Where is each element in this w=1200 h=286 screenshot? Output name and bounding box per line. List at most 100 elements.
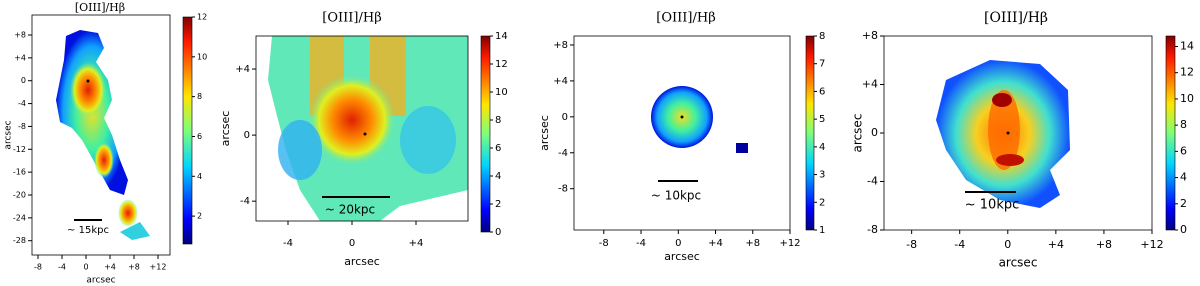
x-tick-label: -8 xyxy=(906,238,917,251)
y-tick-label: 0 xyxy=(871,126,878,139)
y-tick-label: +4 xyxy=(553,76,568,87)
colorbar-tick-label: 6 xyxy=(1180,144,1187,157)
x-tick-label: -4 xyxy=(283,238,293,249)
colorbar-tick-label: 0 xyxy=(495,227,501,238)
y-tick-label: +8 xyxy=(14,31,26,40)
y-tick-label: +8 xyxy=(553,40,568,51)
colorbar-tick-label: 10 xyxy=(197,52,207,61)
x-axis-label: arcsec xyxy=(999,256,1038,270)
y-tick-label: -8 xyxy=(867,223,878,236)
colorbar-tick-label: 0 xyxy=(1180,223,1187,236)
y-axis-label: arcsec xyxy=(538,115,551,151)
y-axis-label: arcsec xyxy=(219,111,232,147)
plot-frame xyxy=(573,35,791,231)
x-axis-label: arcsec xyxy=(344,255,380,268)
y-tick-label: -28 xyxy=(13,236,26,245)
plot-frame xyxy=(255,35,469,222)
colorbar xyxy=(805,35,815,231)
y-tick-label: -16 xyxy=(13,168,26,177)
chart-title: [OIII]/Hβ xyxy=(984,10,1048,26)
map-image xyxy=(936,60,1070,208)
x-tick-label: +4 xyxy=(708,238,723,249)
colorbar-tick-label: 6 xyxy=(495,143,501,154)
y-tick-label: -4 xyxy=(558,148,568,159)
chart-title: [OIII]/Hβ xyxy=(75,1,125,14)
x-axis-label: arcsec xyxy=(86,276,115,286)
colorbar-tick-label: 12 xyxy=(495,59,508,70)
colorbar-tick-label: 2 xyxy=(197,212,202,221)
x-tick-label: +8 xyxy=(1096,238,1112,251)
colorbar-tick-label: 2 xyxy=(819,197,825,208)
x-tick-label: -8 xyxy=(599,238,609,249)
colorbar-tick-label: 10 xyxy=(495,87,508,98)
colorbar-tick-label: 14 xyxy=(495,31,508,42)
plot-frame xyxy=(31,14,171,256)
y-tick-label: -20 xyxy=(13,191,26,200)
y-tick-label: -4 xyxy=(18,99,26,108)
x-tick-label: -4 xyxy=(58,263,66,272)
colorbar-tick-label: 1 xyxy=(819,225,825,236)
colorbar-tick-label: 8 xyxy=(197,92,202,101)
colorbar-tick-label: 10 xyxy=(1180,92,1194,105)
map-image xyxy=(651,86,748,182)
colorbar xyxy=(1165,35,1176,231)
x-tick-label: +8 xyxy=(128,263,140,272)
colorbar-tick-label: 4 xyxy=(819,142,825,153)
y-tick-label: 0 xyxy=(21,76,26,85)
colorbar-tick-label: 5 xyxy=(819,114,825,125)
y-tick-label: -12 xyxy=(13,145,26,154)
x-tick-label: -4 xyxy=(636,238,646,249)
colorbar-tick-label: 7 xyxy=(819,59,825,70)
colorbar-tick-label: 8 xyxy=(1180,118,1187,131)
y-tick-label: +4 xyxy=(862,78,878,91)
colorbar xyxy=(480,35,491,233)
scale-bar-label: ~ 15kpc xyxy=(67,225,109,236)
x-tick-label: +12 xyxy=(1140,238,1163,251)
scale-bar-label: ~ 10kpc xyxy=(965,198,1020,213)
y-tick-label: -4 xyxy=(240,196,250,207)
chart-title: [OIII]/Hβ xyxy=(656,11,715,26)
colorbar-tick-label: 3 xyxy=(819,170,825,181)
x-tick-label: +8 xyxy=(745,238,760,249)
y-tick-label: +8 xyxy=(862,29,878,42)
colorbar-tick-label: 4 xyxy=(1180,171,1187,184)
x-tick-label: 0 xyxy=(1004,238,1011,251)
x-tick-label: +12 xyxy=(779,238,800,249)
x-tick-label: +4 xyxy=(1048,238,1064,251)
y-tick-label: 0 xyxy=(562,112,568,123)
y-tick-label: 0 xyxy=(244,130,250,141)
x-axis-label: arcsec xyxy=(664,250,700,263)
colorbar-tick-label: 12 xyxy=(197,13,207,22)
y-axis-label: arcsec xyxy=(4,120,14,149)
x-tick-label: 0 xyxy=(675,238,681,249)
colorbar-tick-label: 4 xyxy=(495,171,501,182)
colorbar-tick-label: 4 xyxy=(197,172,202,181)
colorbar-tick-label: 2 xyxy=(1180,197,1187,210)
map-image xyxy=(268,36,468,221)
chart-title: [OIII]/Hβ xyxy=(322,11,381,26)
y-tick-label: +4 xyxy=(235,64,250,75)
colorbar-tick-label: 2 xyxy=(495,199,501,210)
x-tick-label: +4 xyxy=(104,263,116,272)
x-tick-label: +4 xyxy=(409,238,424,249)
map-image xyxy=(56,30,150,240)
x-tick-label: -8 xyxy=(34,263,42,272)
y-tick-label: -24 xyxy=(13,213,26,222)
scale-bar-label: ~ 20kpc xyxy=(325,203,375,217)
colorbar-tick-label: 14 xyxy=(1180,39,1194,52)
colorbar-tick-label: 8 xyxy=(495,115,501,126)
y-tick-label: -4 xyxy=(867,175,878,188)
y-tick-label: +4 xyxy=(14,53,26,62)
y-tick-label: -8 xyxy=(558,184,568,195)
colorbar xyxy=(182,16,193,245)
x-tick-label: -4 xyxy=(954,238,965,251)
y-axis-label: arcsec xyxy=(851,114,865,153)
scale-bar-label: ~ 10kpc xyxy=(651,189,701,203)
colorbar-tick-label: 6 xyxy=(197,132,202,141)
y-tick-label: -8 xyxy=(18,122,26,131)
colorbar-tick-label: 6 xyxy=(819,86,825,97)
x-tick-label: 0 xyxy=(83,263,88,272)
colorbar-tick-label: 12 xyxy=(1180,66,1194,79)
colorbar-tick-label: 8 xyxy=(819,31,825,42)
